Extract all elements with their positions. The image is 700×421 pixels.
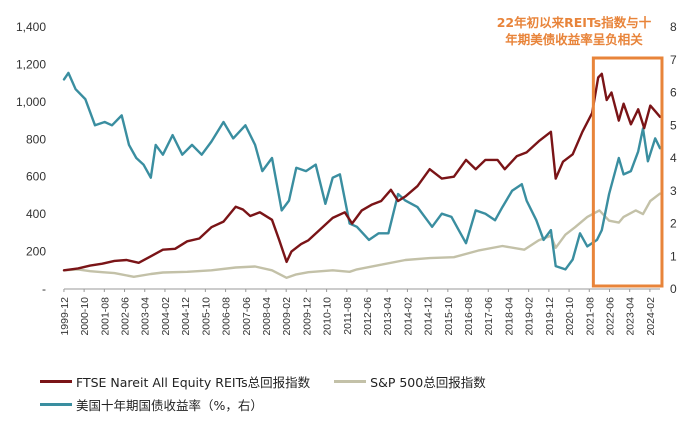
x-tick-label: 2009-12 [301,297,313,336]
x-tick-label: 1999-12 [59,297,71,336]
x-tick-label: 2007-06 [241,297,253,336]
x-tick-label: 2010-10 [322,297,334,336]
y-right-tick-label: 0 [670,282,677,296]
y-right-tick-label: 2 [670,217,677,231]
x-tick-label: 2017-06 [483,297,495,336]
x-tick-label: 2020-10 [564,297,576,336]
x-tick-label: 2008-04 [261,297,273,336]
x-tick-label: 2016-08 [463,297,475,336]
x-tick-label: 2003-04 [140,297,152,336]
x-tick-label: 2011-08 [342,297,354,335]
x-tick-label: 2004-12 [180,297,192,336]
legend-item-reits: FTSE Nareit All Equity REITs总回报指数 [40,372,310,391]
x-tick-label: 2018-04 [503,297,515,336]
legend-label-treasury: 美国十年期国债收益率（%，右） [76,398,263,413]
series-line-reits [62,72,662,272]
legend-swatch-reits [40,380,72,383]
annotation: 22年初以来REITs指数与十 年期美债收益率呈负相关 [474,14,674,48]
y-right-tick-label: 7 [670,53,677,67]
y-right-tick-label: 5 [670,118,677,132]
x-tick-label: 2019-12 [544,297,556,336]
series-line-treasury [62,71,662,271]
legend-swatch-treasury [40,403,72,406]
x-tick-label: 2006-08 [221,297,233,336]
y-right-tick-label: 6 [670,86,677,100]
y-left-tick-label: 800 [26,132,46,146]
x-tick-label: 2000-10 [79,297,91,336]
x-tick-label: 2009-02 [281,297,293,336]
y-left-tick-label: 400 [26,207,46,221]
x-tick-label: 2013-04 [382,297,394,336]
y-left-tick-label: 1,400 [16,20,46,34]
x-tick-label: 2004-02 [160,297,172,336]
x-tick-label: 2014-02 [402,297,414,336]
x-tick-label: 2014-12 [423,297,435,336]
x-tick-label: 2021-08 [584,297,596,336]
annotation-line-1: 22年初以来REITs指数与十 [496,15,652,30]
legend-item-sp500: S&P 500总回报指数 [334,372,486,391]
legend-swatch-sp500 [334,380,367,383]
x-tick-label: 2022-06 [604,297,616,336]
y-left-tick-label: 1,000 [16,95,46,109]
highlight-box [591,56,664,288]
y-left-tick-label: 600 [26,170,46,184]
legend-label-reits: FTSE Nareit All Equity REITs总回报指数 [76,375,311,390]
series-line-sp500 [62,192,662,279]
x-tick-label: 2002-06 [120,297,132,336]
x-tick-label: 2023-04 [625,297,637,336]
x-tick-label: 2001-08 [99,297,111,336]
y-right-tick-label: 4 [670,151,677,165]
y-right-tick-label: 3 [670,184,677,198]
x-tick-label: 2005-10 [200,297,212,336]
y-right-tick-label: 1 [670,249,677,263]
x-tick-label: 2015-10 [443,297,455,336]
x-tick-label: 2019-02 [524,297,536,336]
y-left-tick-label: 1,200 [16,57,46,71]
legend-item-treasury: 美国十年期国债收益率（%，右） [40,395,263,414]
legend-row-2: 美国十年期国债收益率（%，右） [40,395,287,414]
y-left-tick-label: 200 [26,245,46,259]
x-tick-label: 2012-06 [362,297,374,336]
annotation-line-2: 年期美债收益率呈负相关 [505,32,643,47]
y-left-tick-label: - [42,282,46,296]
legend-row-1: FTSE Nareit All Equity REITs总回报指数 S&P 50… [40,372,510,391]
x-tick-label: 2024-02 [645,297,657,336]
y-right-tick-label: 8 [670,20,677,34]
legend-label-sp500: S&P 500总回报指数 [370,375,486,390]
